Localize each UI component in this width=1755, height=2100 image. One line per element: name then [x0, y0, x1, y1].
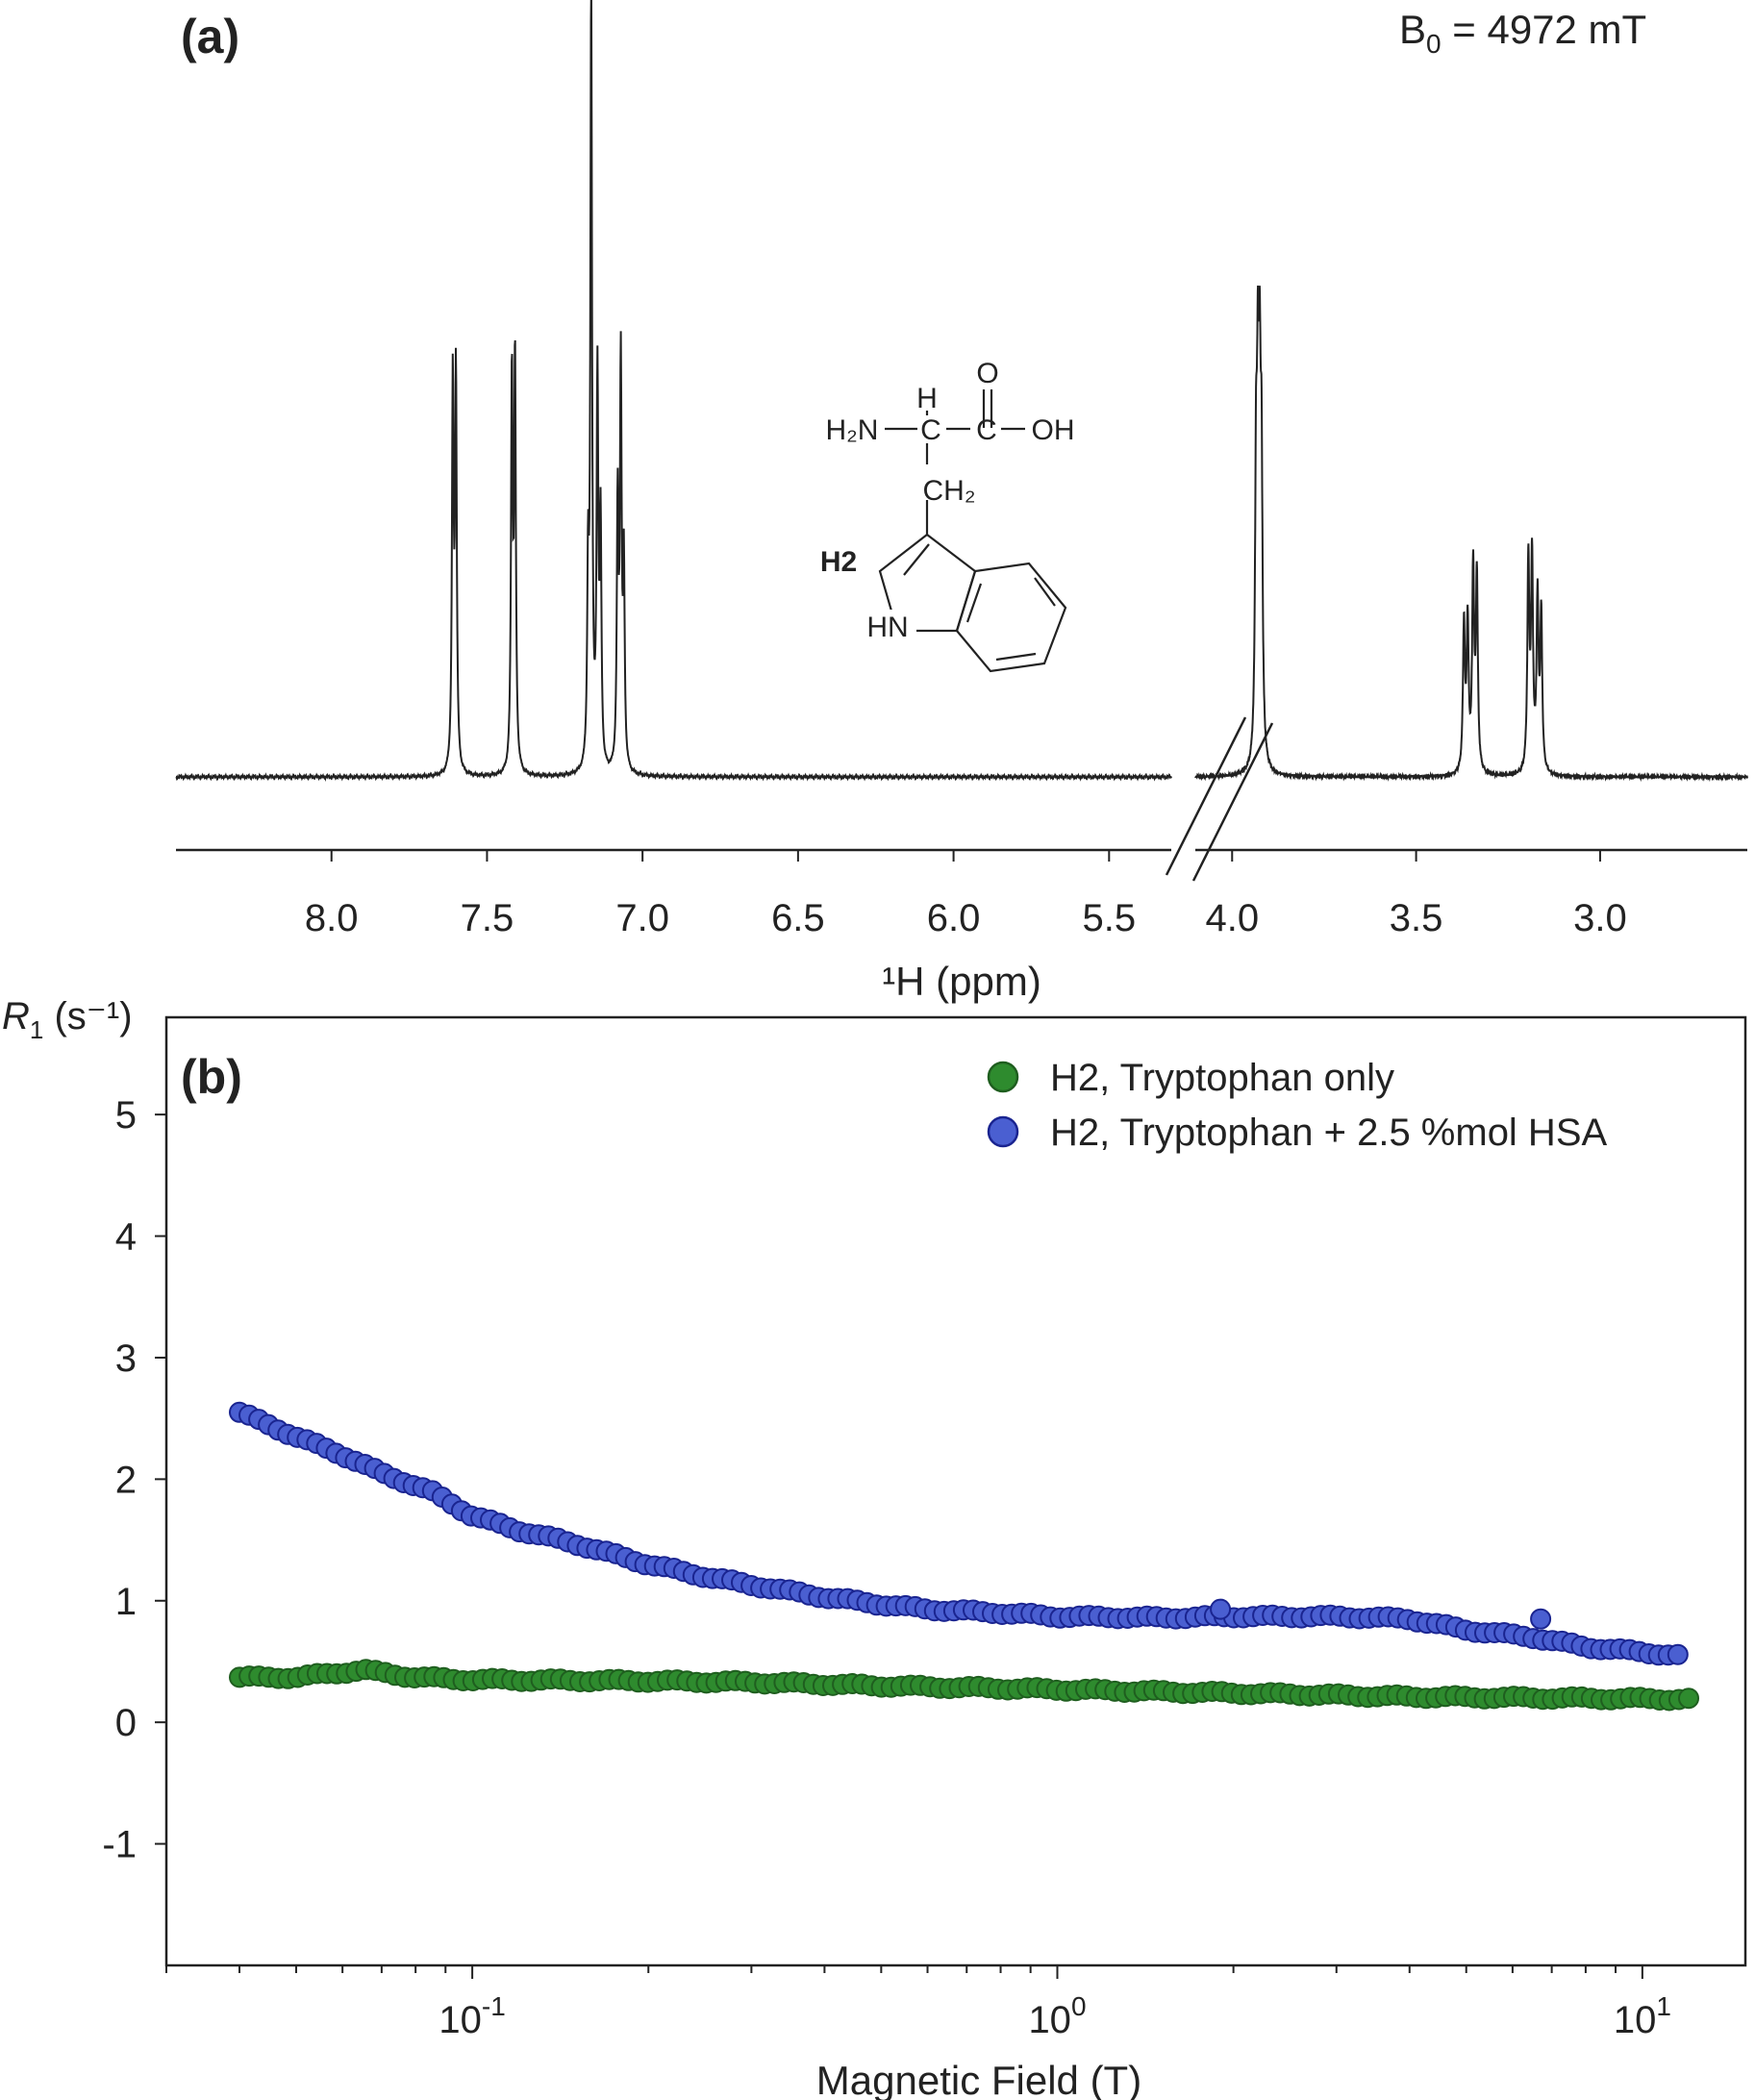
r1-tick-label: 0	[115, 1702, 137, 1744]
ppm-tick-label: 3.5	[1390, 897, 1443, 939]
spectrum-trace-aromatic	[175, 0, 1172, 782]
atom-h2-label: H2	[820, 546, 857, 578]
panel-a-label: (a)	[181, 10, 239, 63]
legend-label-tryptophan-hsa: H2, Tryptophan + 2.5 %mol HSA	[1050, 1112, 1608, 1154]
atom-o: O	[976, 358, 998, 389]
legend: H2, Tryptophan only H2, Tryptophan + 2.5…	[987, 1057, 1608, 1154]
field-tick-label: 10-1	[439, 1991, 505, 2041]
spectrum-trace-aliphatic	[1194, 285, 1748, 783]
atom-hn: HN	[866, 612, 908, 643]
r1-tick-label: 5	[115, 1094, 137, 1137]
tryptophan-structure	[878, 389, 1067, 673]
panel-b-label: (b)	[181, 1050, 242, 1104]
series-tryptophan-only	[229, 1659, 1699, 1712]
ppm-tick-label: 7.5	[461, 897, 514, 939]
axis-break-mark-right	[1191, 722, 1274, 882]
r1-tick-label: 1	[115, 1581, 137, 1623]
atom-h: H	[916, 383, 938, 414]
field-tick-label: 101	[1614, 1991, 1671, 2041]
ppm-tick-labels: 8.0 7.5 7.0 6.5 6.0 5.5 4.0 3.5 3.0	[305, 850, 1627, 939]
atom-h2n: H₂N	[826, 414, 879, 446]
ppm-tick-label: 6.0	[927, 897, 981, 939]
axis-break-mark-left	[1165, 716, 1247, 876]
field-strength-label: B0 = 4972 mT	[1399, 7, 1646, 59]
r1-tick-label: 4	[115, 1216, 137, 1259]
legend-label-tryptophan-only: H2, Tryptophan only	[1050, 1057, 1394, 1099]
data-point	[1530, 1608, 1552, 1630]
atom-oh: OH	[1032, 414, 1075, 446]
plot-frame	[164, 1015, 1747, 1967]
ppm-tick-label: 5.5	[1083, 897, 1137, 939]
r1-tick-labels: 5 4 3 2 1 0 -1	[102, 1094, 166, 1866]
nmr-spectrum-panel: (a) B0 = 4972 mT 8.0 7.5 7.0 6.5 6.0 5.5 4.0 3.…	[175, 0, 1748, 1004]
r1-tick-label: -1	[102, 1824, 137, 1866]
ppm-axis-title: ¹H (ppm)	[882, 959, 1041, 1004]
r1-tick-label: 3	[115, 1338, 137, 1380]
data-point	[1678, 1688, 1699, 1710]
atom-c-carboxyl: C	[976, 414, 997, 446]
atom-c-alpha: C	[920, 414, 941, 446]
series-tryptophan-hsa	[229, 1401, 1689, 1666]
r1-axis-title: R1 (s⁻¹)	[2, 995, 133, 1044]
ppm-tick-label: 6.5	[771, 897, 825, 939]
ppm-tick-label: 8.0	[305, 897, 359, 939]
r1-tick-label: 2	[115, 1459, 137, 1501]
atom-ch2: CH₂	[923, 475, 976, 507]
legend-marker-tryptophan-only	[987, 1061, 1019, 1093]
tryptophan-atom-labels: O H₂N H C C OH CH₂ H2 HN	[815, 358, 1075, 646]
field-axis-title: Magnetic Field (T)	[816, 2058, 1141, 2100]
ppm-tick-label: 7.0	[615, 897, 669, 939]
data-point	[1210, 1598, 1232, 1620]
field-tick-labels: 10-1 100 101	[165, 1965, 1671, 2041]
field-tick-label: 100	[1028, 1991, 1086, 2041]
legend-marker-tryptophan-hsa	[987, 1115, 1019, 1148]
data-point	[1667, 1643, 1689, 1665]
ppm-tick-label: 3.0	[1573, 897, 1627, 939]
ppm-tick-label: 4.0	[1205, 897, 1259, 939]
